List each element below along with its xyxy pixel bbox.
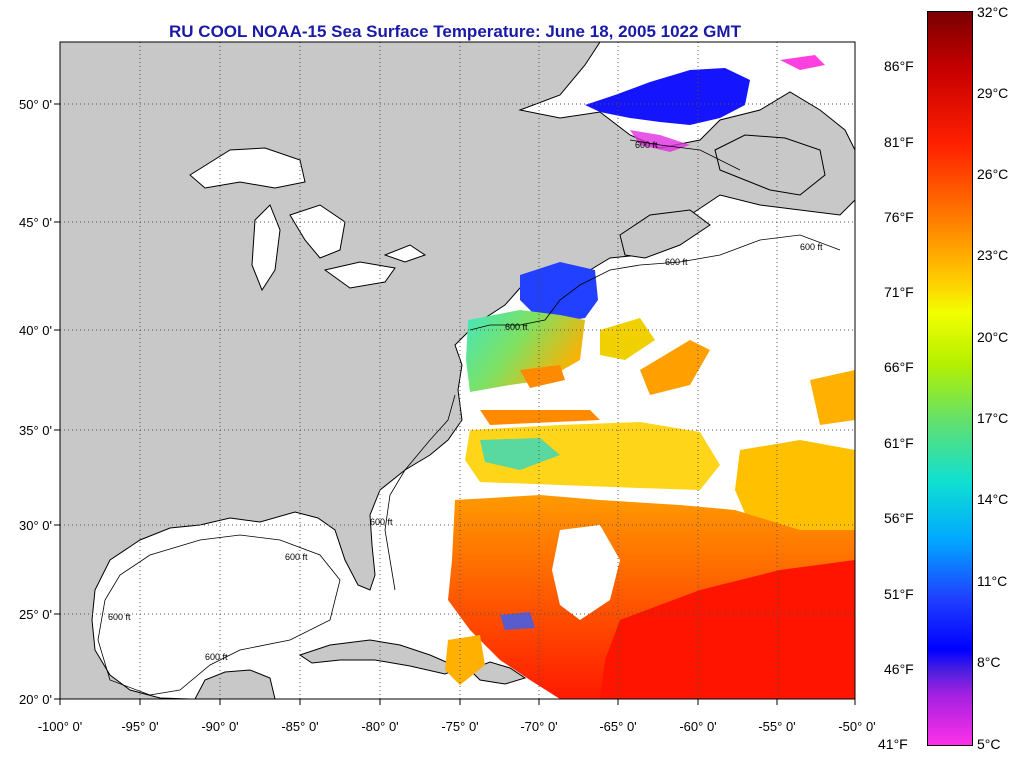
fahrenheit-label: 71°F	[884, 284, 914, 300]
land-yucatan	[194, 669, 276, 699]
celsius-label: 23°C	[977, 247, 1009, 263]
celsius-label: 5°C	[977, 736, 1001, 752]
map-area: 600 ft 600 ft 600 ft 600 ft 600 ft 600 f…	[60, 42, 855, 699]
sst-labrador-magenta	[780, 55, 825, 70]
fahrenheit-label: 81°F	[884, 134, 914, 150]
lat-label: 35° 0'	[19, 423, 52, 438]
lon-label: -75° 0'	[441, 719, 478, 734]
celsius-label: 11°C	[977, 573, 1008, 589]
land-north-america	[60, 42, 855, 699]
sst-central-cyan	[480, 438, 560, 470]
isobath-label: 600 ft	[285, 552, 308, 562]
lon-label: -100° 0'	[38, 719, 83, 734]
celsius-label: 17°C	[977, 410, 1009, 426]
sst-patch-4	[810, 370, 855, 425]
fahrenheit-label: 56°F	[884, 510, 914, 526]
latitude-labels: 50° 0' 45° 0' 40° 0' 35° 0' 30° 0' 25° 0…	[19, 97, 52, 707]
isobath-lines	[97, 139, 841, 696]
land-hispaniola	[469, 661, 527, 685]
sst-cloud-gap	[552, 525, 620, 620]
fahrenheit-label: 76°F	[884, 209, 914, 225]
sst-patch-5	[480, 410, 600, 425]
fahrenheit-label: 41°F	[878, 736, 908, 752]
lon-label: -65° 0'	[599, 719, 636, 734]
lat-label: 40° 0'	[19, 323, 52, 338]
lon-label: -70° 0'	[520, 719, 557, 734]
lon-label: -95° 0'	[121, 719, 158, 734]
tick-marks	[54, 103, 856, 705]
fahrenheit-label: 51°F	[884, 586, 914, 602]
lat-label: 25° 0'	[19, 607, 52, 622]
great-lakes	[189, 147, 427, 292]
sst-patch-2	[640, 340, 710, 395]
lon-label: -60° 0'	[679, 719, 716, 734]
isobath-labels: 600 ft 600 ft 600 ft 600 ft 600 ft 600 f…	[108, 140, 823, 662]
lat-label: 50° 0'	[19, 97, 52, 112]
lon-label: -50° 0'	[838, 719, 875, 734]
isobath-label: 600 ft	[108, 612, 131, 622]
celsius-label: 32°C	[977, 4, 1009, 20]
sst-blue-bahamas	[500, 612, 535, 630]
lon-label: -85° 0'	[281, 719, 318, 734]
graticule	[60, 42, 855, 699]
color-bar	[927, 11, 973, 746]
sst-patch-1	[520, 365, 565, 388]
fahrenheit-label: 61°F	[884, 435, 914, 451]
celsius-label: 29°C	[977, 85, 1009, 101]
lat-label: 45° 0'	[19, 215, 52, 230]
isobath-label: 600 ft	[800, 242, 823, 252]
fahrenheit-label: 46°F	[884, 661, 914, 677]
celsius-label: 8°C	[977, 654, 1001, 670]
isobath-label: 600 ft	[665, 257, 688, 267]
isobath-label: 600 ft	[205, 652, 228, 662]
map-title: RU COOL NOAA-15 Sea Surface Temperature:…	[169, 22, 741, 41]
lon-label: -55° 0'	[758, 719, 795, 734]
isobath-label: 600 ft	[370, 517, 393, 527]
sst-patch-3	[600, 318, 655, 360]
celsius-label: 26°C	[977, 166, 1009, 182]
sst-south-yellow	[445, 635, 485, 685]
celsius-label: 14°C	[977, 491, 1009, 507]
fahrenheit-label: 66°F	[884, 359, 914, 375]
land-nova-scotia	[619, 209, 711, 259]
isobath-label: 600 ft	[635, 140, 658, 150]
fahrenheit-label: 86°F	[884, 58, 914, 74]
sst-east-yellow	[735, 440, 855, 540]
isobath-label: 600 ft	[505, 322, 528, 332]
celsius-label: 20°C	[977, 329, 1009, 345]
sst-gulf-st-lawrence	[585, 68, 750, 125]
lat-label: 20° 0'	[19, 692, 52, 707]
map-frame	[59, 41, 856, 700]
lon-label: -80° 0'	[361, 719, 398, 734]
lon-label: -90° 0'	[201, 719, 238, 734]
sst-warm-core	[600, 560, 855, 699]
lat-label: 30° 0'	[19, 518, 52, 533]
land-newfoundland	[714, 134, 826, 196]
longitude-labels: -100° 0' -95° 0' -90° 0' -85° 0' -80° 0'…	[38, 719, 876, 734]
